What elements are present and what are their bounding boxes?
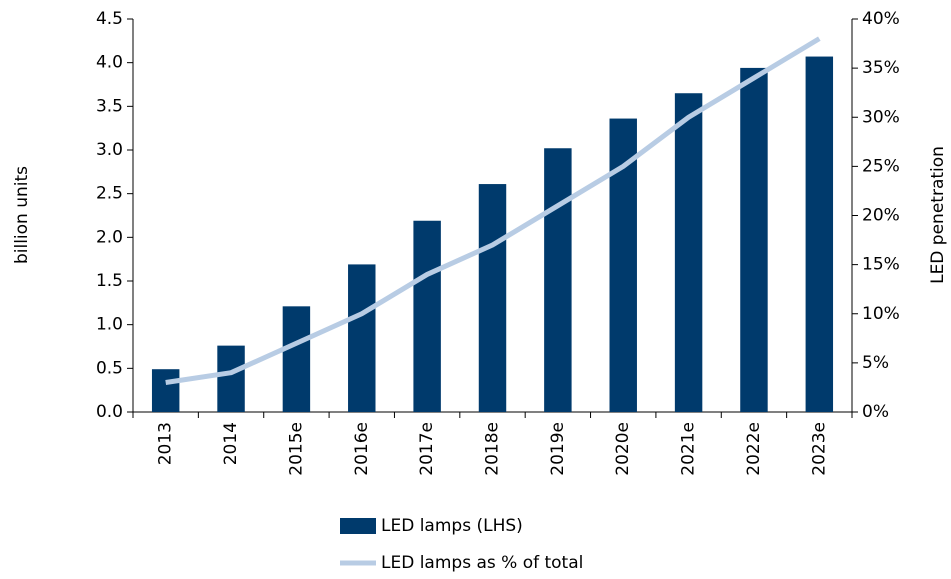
bar xyxy=(217,345,245,412)
x-tick-label: 2014 xyxy=(221,422,241,465)
y2-tick-label: 15% xyxy=(862,255,900,275)
legend-label: LED lamps (LHS) xyxy=(381,516,523,536)
y2-tick-label: 40% xyxy=(862,9,900,29)
x-tick-label: 2016e xyxy=(352,422,372,476)
bar xyxy=(478,184,507,412)
bar xyxy=(348,264,376,412)
x-tick-label: 2022e xyxy=(744,422,764,476)
x-tick-label: 2023e xyxy=(809,422,829,476)
x-tick-label: 2021e xyxy=(679,422,699,476)
bar xyxy=(740,67,768,412)
legend-label: LED lamps as % of total xyxy=(381,553,583,573)
bar xyxy=(151,369,180,412)
x-tick-label: 2013 xyxy=(156,422,176,465)
y2-tick-label: 0% xyxy=(862,402,889,422)
line xyxy=(165,36,821,385)
y-axis-label: billion units xyxy=(12,166,32,264)
y-tick-label: 2.0 xyxy=(96,227,123,247)
y2-tick-label: 10% xyxy=(862,304,900,324)
y2-tick-label: 25% xyxy=(862,156,900,176)
y2-tick-label: 30% xyxy=(862,107,900,127)
y-tick-label: 2.5 xyxy=(96,184,123,204)
y-tick-label: 4.0 xyxy=(96,53,123,73)
y-tick-label: 3.5 xyxy=(96,96,123,116)
bar xyxy=(805,56,834,412)
y-tick-label: 0.5 xyxy=(96,358,123,378)
y2-axis-label: LED penetration xyxy=(928,146,948,284)
x-tick-label: 2019e xyxy=(548,422,568,476)
bar xyxy=(609,118,637,412)
y-tick-label: 4.5 xyxy=(96,9,123,29)
x-tick-label: 2017e xyxy=(417,422,437,476)
y-tick-label: 1.5 xyxy=(96,271,123,291)
x-tick-label: 2020e xyxy=(613,422,633,476)
y2-tick-label: 5% xyxy=(862,353,889,373)
bar xyxy=(674,93,703,412)
y2-tick-label: 35% xyxy=(862,58,900,78)
x-tick-label: 2015e xyxy=(286,422,306,476)
bar xyxy=(282,306,311,412)
legend-swatch xyxy=(340,518,376,534)
y-tick-label: 3.0 xyxy=(96,140,123,160)
y-tick-label: 0.0 xyxy=(96,402,123,422)
x-tick-label: 2018e xyxy=(483,422,503,476)
y-tick-label: 1.0 xyxy=(96,315,123,335)
y2-tick-label: 20% xyxy=(862,206,900,226)
bar xyxy=(413,220,441,412)
bar xyxy=(544,148,572,412)
